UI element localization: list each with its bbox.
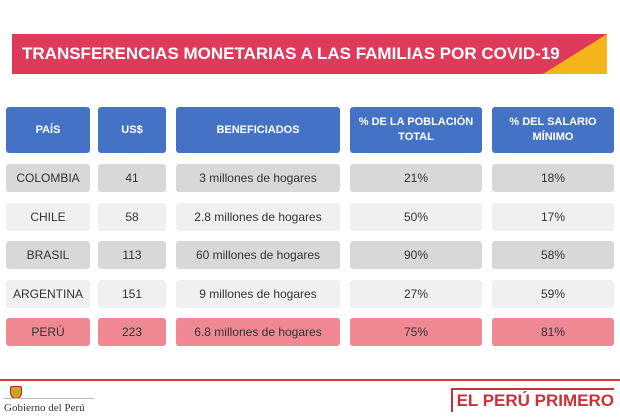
cell-beneficiaries: 3 millones de hogares [176, 164, 340, 192]
cell-amount: 58 [98, 203, 166, 231]
cell-country: BRASIL [6, 241, 90, 269]
header-beneficiaries: BENEFICIADOS [176, 107, 340, 153]
header-country: PAÍS [6, 107, 90, 153]
cell-population-pct: 50% [350, 203, 482, 231]
cell-country: COLOMBIA [6, 164, 90, 192]
cell-amount: 41 [98, 164, 166, 192]
cell-min-wage-pct: 81% [492, 318, 614, 346]
cell-amount: 113 [98, 241, 166, 269]
government-label: Gobierno del Perú [4, 402, 85, 414]
header-amount: US$ [98, 107, 166, 153]
cell-country: CHILE [6, 203, 90, 231]
cell-population-pct: 21% [350, 164, 482, 192]
cell-population-pct: 90% [350, 241, 482, 269]
divider [0, 379, 620, 381]
page-title: TRANSFERENCIAS MONETARIAS A LAS FAMILIAS… [22, 44, 560, 63]
title-banner: TRANSFERENCIAS MONETARIAS A LAS FAMILIAS… [12, 34, 607, 74]
cell-country: PERÚ [6, 318, 90, 346]
header-population-pct: % DE LA POBLACIÓN TOTAL [350, 107, 482, 153]
cell-population-pct: 75% [350, 318, 482, 346]
cell-amount: 223 [98, 318, 166, 346]
cell-country: ARGENTINA [6, 280, 90, 308]
cell-beneficiaries: 9 millones de hogares [176, 280, 340, 308]
cell-beneficiaries: 6.8 millones de hogares [176, 318, 340, 346]
cell-min-wage-pct: 58% [492, 241, 614, 269]
header-min-wage-pct: % DEL SALARIO MÍNIMO [492, 107, 614, 153]
cell-amount: 151 [98, 280, 166, 308]
cell-min-wage-pct: 17% [492, 203, 614, 231]
banner-accent [543, 34, 607, 74]
cell-beneficiaries: 60 millones de hogares [176, 241, 340, 269]
cell-min-wage-pct: 59% [492, 280, 614, 308]
cell-population-pct: 27% [350, 280, 482, 308]
cell-beneficiaries: 2.8 millones de hogares [176, 203, 340, 231]
divider [4, 398, 94, 399]
cell-min-wage-pct: 18% [492, 164, 614, 192]
el-peru-primero-logo: EL PERÚ PRIMERO [450, 388, 614, 412]
